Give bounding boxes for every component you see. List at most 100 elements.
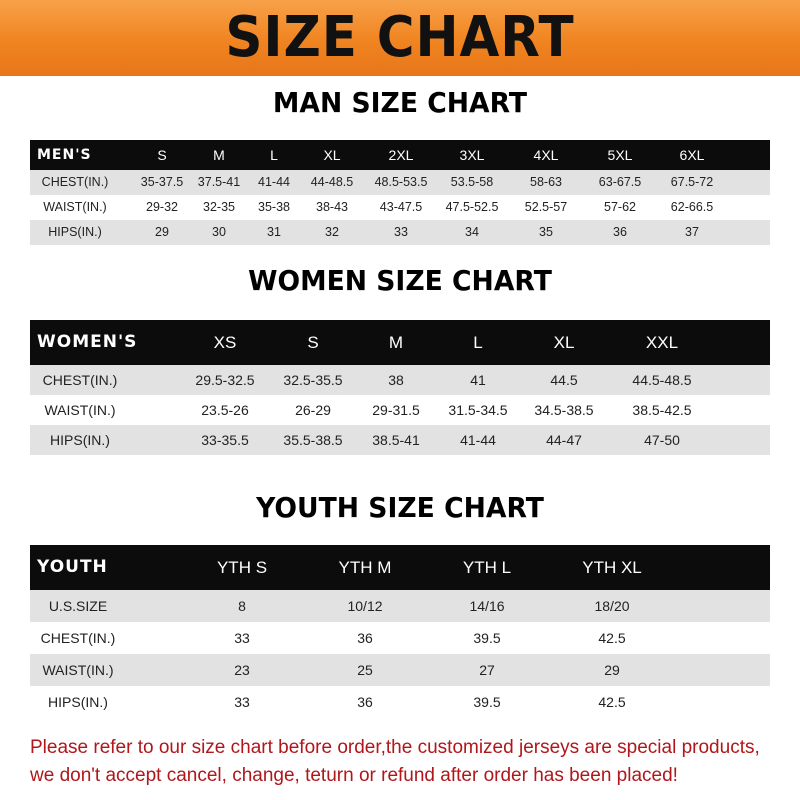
table-row: HIPS(IN.) 33 36 39.5 42.5 [30,686,770,718]
table-cell: 41 [470,372,486,388]
title-banner: SIZE CHART [0,0,800,76]
table-cell: 35-37.5 [140,175,184,189]
size-header-cell: 6XL [679,147,705,163]
table-row: U.S.SIZE 8 10/12 14/16 18/20 [30,590,770,622]
table-cell: 35 [539,225,553,239]
youth-section-title: YOUTH SIZE CHART [256,491,544,524]
size-header-cell: YTH XL [582,558,642,577]
measure-label: HIPS(IN.) [48,694,108,710]
table-title-cell: WOMEN'S [37,332,138,352]
youth-size-table: YOUTH YTH S YTH M YTH L YTH XL U.S.SIZE 8 10/12… [30,545,770,718]
table-cell: 32.5-35.5 [283,372,343,388]
table-cell: 32-35 [203,200,235,214]
table-cell: 31 [267,225,281,239]
measure-label: WAIST(IN.) [44,402,116,418]
table-cell: 36 [613,225,627,239]
measure-label: HIPS(IN.) [48,225,102,239]
table-cell: 41-44 [258,175,290,189]
table-row: CHEST(IN.) 35-37.5 37.5-41 41-44 44-48.5 48.5… [30,170,770,195]
men-section-title: MAN SIZE CHART [272,86,528,119]
size-header-cell: M [213,147,225,163]
table-cell: 25 [357,662,373,678]
men-size-table: MEN'S S M L XL 2XL 3XL 4XL 5XL 6XL CHEST(IN.) 35-37… [30,140,770,245]
table-cell: 52.5-57 [524,200,568,214]
measure-label: U.S.SIZE [48,598,108,614]
table-row: CHEST(IN.) 29.5-32.5 32.5-35.5 38 41 44.5 44.5… [30,365,770,395]
table-header-row: YOUTH YTH S YTH M YTH L YTH XL [30,545,770,590]
measure-label: HIPS(IN.) [50,432,110,448]
page-title: SIZE CHART [225,5,575,70]
table-cell: 38-43 [316,200,348,214]
table-cell: 42.5 [598,630,626,646]
table-cell: 44-48.5 [310,175,354,189]
table-header-row: WOMEN'S XS S M L XL XXL [30,320,770,365]
table-cell: 42.5 [598,694,626,710]
table-cell: 18/20 [594,598,630,614]
size-header-cell: 5XL [607,147,633,163]
table-cell: 38.5-41 [372,432,420,448]
measure-label: WAIST(IN.) [42,662,114,678]
table-cell: 33 [394,225,408,239]
table-cell: 10/12 [347,598,383,614]
table-cell: 14/16 [469,598,505,614]
table-cell: 35.5-38.5 [283,432,343,448]
table-cell: 31.5-34.5 [448,402,508,418]
measure-label: CHEST(IN.) [40,630,116,646]
table-cell: 34.5-38.5 [534,402,594,418]
notice-line-1: Please refer to our size chart before or… [30,737,760,758]
table-header-row: MEN'S S M L XL 2XL 3XL 4XL 5XL 6XL [30,140,770,170]
notice-line-2: we don't accept cancel, change, teturn o… [30,765,678,786]
table-cell: 23 [234,662,250,678]
size-header-cell: XL [323,147,341,163]
table-row: HIPS(IN.) 29 30 31 32 33 34 35 36 37 [30,220,770,245]
table-cell: 47-50 [644,432,680,448]
table-cell: 37 [685,225,699,239]
table-cell: 43-47.5 [379,200,423,214]
table-title-cell: MEN'S [37,147,92,163]
table-cell: 29 [604,662,620,678]
table-cell: 67.5-72 [670,175,714,189]
women-size-table: WOMEN'S XS S M L XL XXL CHEST(IN.) 29.5-32.5 32.5… [30,320,770,455]
table-cell: 35-38 [258,200,290,214]
table-row: WAIST(IN.) 29-32 32-35 35-38 38-43 43-47.5 47.… [30,195,770,220]
table-cell: 29.5-32.5 [195,372,255,388]
table-cell: 29-31.5 [372,402,420,418]
table-cell: 8 [238,598,246,614]
table-cell: 62-66.5 [670,200,714,214]
table-cell: 29-32 [146,200,178,214]
measure-label: CHEST(IN.) [41,175,109,189]
size-header-cell: YTH S [216,558,268,577]
table-cell: 36 [357,694,373,710]
table-cell: 44-47 [546,432,582,448]
table-cell: 38.5-42.5 [632,402,692,418]
size-header-cell: L [270,147,278,163]
table-cell: 41-44 [460,432,496,448]
size-header-cell: S [307,333,319,352]
table-cell: 39.5 [473,630,501,646]
measure-label: CHEST(IN.) [42,372,118,388]
table-row: CHEST(IN.) 33 36 39.5 42.5 [30,622,770,654]
size-header-cell: 4XL [533,147,559,163]
table-cell: 34 [465,225,479,239]
table-cell: 37.5-41 [197,175,241,189]
table-cell: 44.5-48.5 [632,372,692,388]
table-row: WAIST(IN.) 23.5-26 26-29 29-31.5 31.5-34.5 34… [30,395,770,425]
table-cell: 48.5-53.5 [374,175,428,189]
table-cell: 32 [325,225,339,239]
table-cell: 58-63 [530,175,562,189]
table-row: HIPS(IN.) 33-35.5 35.5-38.5 38.5-41 41-44 44-… [30,425,770,455]
table-title-cell: YOUTH [37,557,108,577]
size-header-cell: XS [213,333,237,352]
table-cell: 57-62 [604,200,636,214]
table-cell: 53.5-58 [450,175,494,189]
size-header-cell: 2XL [388,147,414,163]
size-header-cell: YTH M [338,558,392,577]
size-header-cell: M [388,333,404,352]
table-cell: 27 [479,662,495,678]
size-header-cell: S [157,147,167,163]
table-cell: 47.5-52.5 [445,200,499,214]
table-cell: 23.5-26 [201,402,249,418]
size-header-cell: 3XL [459,147,485,163]
size-header-cell: XXL [645,333,679,352]
size-header-cell: L [473,333,483,352]
